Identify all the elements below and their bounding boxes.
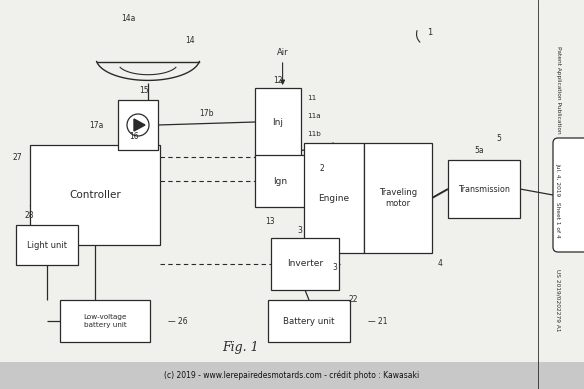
Text: 13: 13 bbox=[265, 217, 275, 226]
Bar bbox=[448, 160, 520, 218]
Bar bbox=[271, 238, 339, 290]
Text: — 21: — 21 bbox=[368, 317, 388, 326]
Circle shape bbox=[127, 114, 149, 136]
FancyBboxPatch shape bbox=[553, 138, 584, 252]
Bar bbox=[255, 88, 301, 156]
Bar bbox=[255, 155, 305, 207]
Text: 5a: 5a bbox=[474, 145, 484, 154]
Text: Inverter: Inverter bbox=[287, 259, 323, 268]
Text: 1: 1 bbox=[427, 28, 433, 37]
Text: 11b: 11b bbox=[307, 131, 321, 137]
Text: Low-voltage
battery unit: Low-voltage battery unit bbox=[84, 314, 127, 328]
Bar bbox=[0, 362, 584, 389]
Text: 28: 28 bbox=[25, 210, 34, 219]
Text: Fig. 1: Fig. 1 bbox=[222, 342, 258, 354]
Text: Inj: Inj bbox=[273, 117, 283, 126]
Text: 17b: 17b bbox=[199, 109, 214, 117]
Text: Light unit: Light unit bbox=[27, 240, 67, 249]
Text: 27: 27 bbox=[12, 152, 22, 161]
Text: 2: 2 bbox=[319, 163, 324, 172]
Text: Transmission: Transmission bbox=[458, 184, 510, 193]
Bar bbox=[30, 145, 160, 245]
Bar bbox=[118, 100, 158, 150]
Text: 14: 14 bbox=[185, 35, 195, 44]
Text: 12: 12 bbox=[273, 75, 283, 84]
Text: (c) 2019 - www.lerepairedesmotards.com - crédit photo : Kawasaki: (c) 2019 - www.lerepairedesmotards.com -… bbox=[164, 370, 420, 380]
Text: 4: 4 bbox=[437, 259, 443, 268]
Text: 14a: 14a bbox=[121, 14, 135, 23]
Text: Engine: Engine bbox=[318, 193, 350, 203]
Text: 22: 22 bbox=[348, 296, 358, 305]
Text: Patent Application Publication: Patent Application Publication bbox=[555, 46, 561, 134]
Text: Jul. 4, 2019   Sheet 1 of 4: Jul. 4, 2019 Sheet 1 of 4 bbox=[555, 163, 561, 237]
Bar bbox=[304, 143, 364, 253]
Text: 3: 3 bbox=[332, 263, 338, 272]
Bar bbox=[268, 300, 350, 342]
Text: Traveling
motor: Traveling motor bbox=[379, 188, 417, 208]
Text: Controller: Controller bbox=[69, 190, 121, 200]
Text: 15: 15 bbox=[139, 86, 149, 95]
Bar bbox=[16, 225, 78, 265]
Text: US 2019/0202279 A1: US 2019/0202279 A1 bbox=[555, 269, 561, 331]
Text: 3: 3 bbox=[298, 226, 303, 235]
Text: Battery unit: Battery unit bbox=[283, 317, 335, 326]
Text: Air: Air bbox=[277, 47, 288, 56]
Text: 16: 16 bbox=[129, 131, 139, 140]
Text: Ign: Ign bbox=[273, 177, 287, 186]
Polygon shape bbox=[134, 119, 145, 131]
Text: — 26: — 26 bbox=[168, 317, 187, 326]
Bar bbox=[60, 300, 150, 342]
Text: 5: 5 bbox=[496, 133, 502, 142]
Text: 17a: 17a bbox=[89, 121, 104, 130]
Text: 11: 11 bbox=[307, 95, 317, 101]
Bar bbox=[364, 143, 432, 253]
Text: 11a: 11a bbox=[307, 113, 321, 119]
